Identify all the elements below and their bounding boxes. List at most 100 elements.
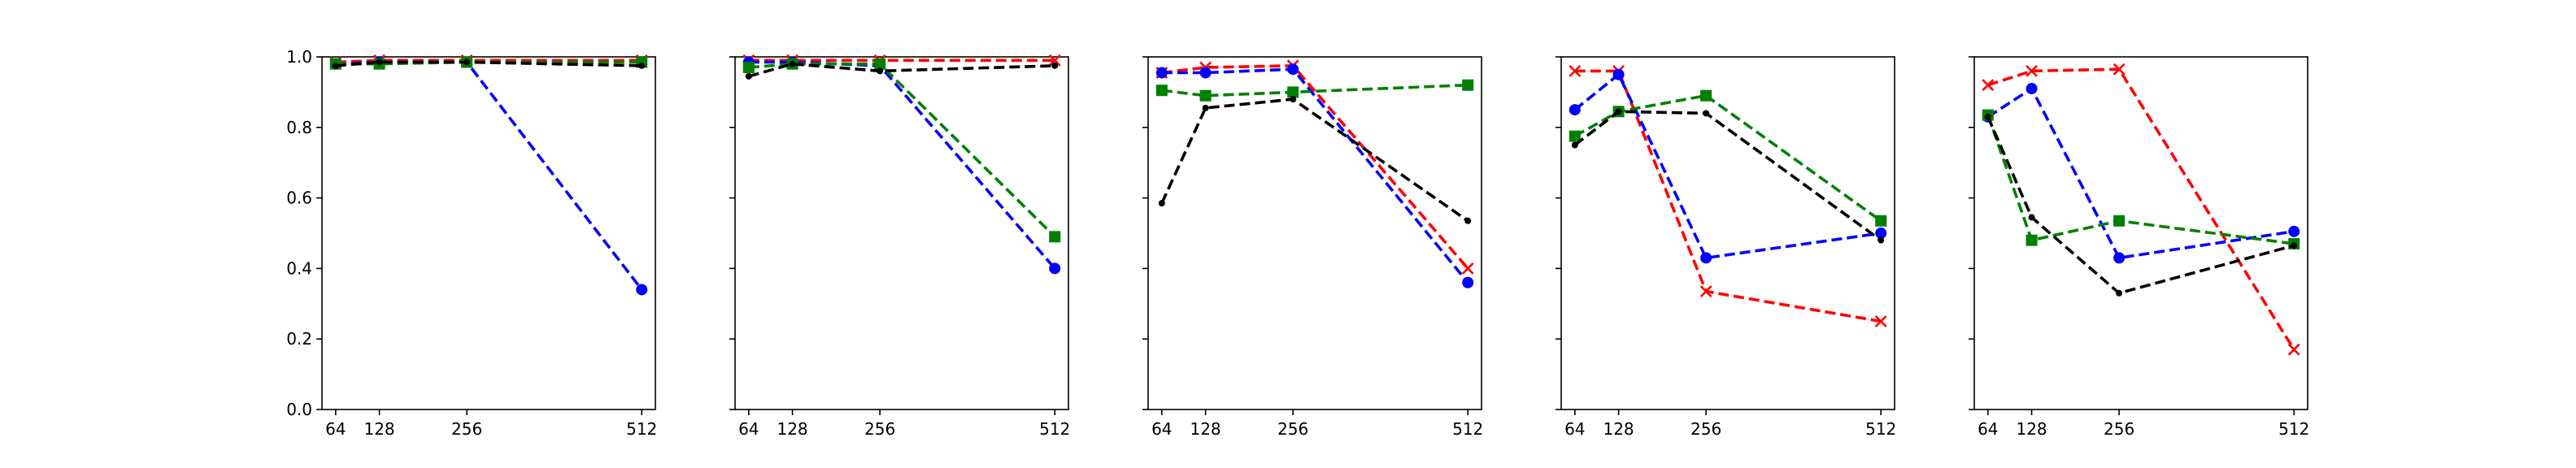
data-point [376, 58, 383, 66]
x-tick-label: 512 [1865, 419, 1896, 439]
data-point [1464, 217, 1472, 224]
data-point [789, 60, 796, 67]
series-black [1158, 96, 1472, 224]
series-line-blue [1986, 86, 2295, 260]
data-point [1700, 89, 1712, 102]
series-line-green [748, 62, 1056, 238]
x-tick-label: 512 [1452, 419, 1483, 439]
data-point [1199, 89, 1212, 102]
data-point [1569, 64, 1582, 77]
data-point [2116, 289, 2123, 297]
data-point [1875, 228, 1887, 239]
series-green [1982, 109, 2300, 250]
chart-panel-1: 0.0 0.2 0.4 0.6 0.8 1.0 64 128 256 512 [286, 47, 657, 439]
series-line-black [1573, 110, 1882, 242]
data-point [638, 62, 646, 69]
series-blue [329, 56, 648, 296]
data-point [1290, 96, 1297, 103]
data-point [1612, 68, 1625, 80]
data-point [1703, 110, 1710, 117]
series-blue [1155, 63, 1474, 288]
data-point [636, 284, 648, 296]
data-point [1287, 86, 1299, 98]
y-tick-label: 1.0 [286, 47, 312, 67]
series-line-red [335, 58, 642, 64]
x-tick-label: 256 [451, 419, 482, 439]
data-point [1571, 141, 1578, 149]
x-tick-label: 128 [1603, 419, 1634, 439]
x-tick-label: 128 [363, 419, 394, 439]
series-red [1982, 63, 2300, 356]
series-line-blue [1161, 67, 1469, 284]
data-point [332, 62, 339, 69]
series-line-blue [1573, 72, 1882, 260]
series-line-blue [335, 60, 643, 291]
data-point [2026, 83, 2038, 95]
data-point [1878, 236, 1885, 244]
series-green [1155, 79, 1474, 102]
x-tick-label: 256 [2104, 419, 2134, 439]
data-point [2288, 225, 2300, 237]
x-tick-label: 128 [777, 419, 807, 439]
data-point [2026, 64, 2038, 77]
series-line-black [1160, 98, 1469, 223]
data-point [1875, 214, 1887, 227]
series-green [742, 58, 1061, 243]
y-tick-label: 0.6 [286, 188, 312, 208]
data-point [1699, 285, 1712, 298]
data-point [2113, 63, 2126, 76]
data-point [1049, 262, 1061, 275]
data-point [2028, 214, 2035, 221]
x-tick-label: 64 [325, 419, 346, 439]
data-point [1700, 252, 1712, 264]
data-point [1155, 84, 1168, 97]
data-point [874, 58, 886, 70]
y-tick-label: 0.4 [286, 258, 312, 278]
x-tick-label: 512 [626, 419, 657, 439]
data-point [742, 62, 755, 74]
chart-panel-4: 64 128 256 512 [1556, 56, 1896, 439]
data-point [877, 67, 884, 75]
data-point [1155, 67, 1168, 79]
data-point [2113, 252, 2126, 264]
chart-panel-5: 64 128 256 512 [1969, 56, 2309, 439]
data-point [1462, 276, 1474, 288]
data-point [1048, 54, 1061, 67]
x-tick-label: 256 [1277, 419, 1308, 439]
data-point [1462, 79, 1474, 91]
data-point [1615, 108, 1622, 115]
x-tick-label: 128 [1190, 419, 1221, 439]
x-tick-label: 256 [864, 419, 895, 439]
axes-frame [321, 56, 656, 410]
data-point [1049, 231, 1061, 243]
data-point [1158, 200, 1165, 207]
data-point [1984, 113, 1991, 120]
x-tick-label: 512 [2278, 419, 2309, 439]
data-point [1569, 104, 1581, 116]
x-tick-label: 512 [1039, 419, 1070, 439]
series-blue [742, 56, 1061, 275]
series-black [332, 58, 646, 69]
axes-frame [1147, 56, 1482, 410]
series-line-green [1986, 115, 2295, 245]
y-tick-label: 0.8 [286, 118, 312, 137]
data-point [1569, 130, 1581, 142]
series-line-black [1986, 116, 2295, 295]
series-blue [1569, 68, 1887, 264]
x-tick-label: 64 [1151, 419, 1172, 439]
chart-panel-2: 64 128 256 512 [729, 54, 1070, 439]
data-point [1199, 67, 1212, 79]
axes-frame [1973, 56, 2308, 410]
data-point [2113, 214, 2126, 227]
series-line-black [335, 60, 642, 67]
data-point [1461, 262, 1474, 275]
data-point [2287, 343, 2300, 356]
data-point [745, 72, 752, 80]
series-black [745, 60, 1059, 80]
axes-frame [1560, 56, 1895, 410]
series-black [1984, 113, 2298, 297]
x-tick-label: 256 [1690, 419, 1721, 439]
x-tick-label: 64 [1564, 419, 1585, 439]
chart-panel-3: 64 128 256 512 [1142, 56, 1483, 439]
